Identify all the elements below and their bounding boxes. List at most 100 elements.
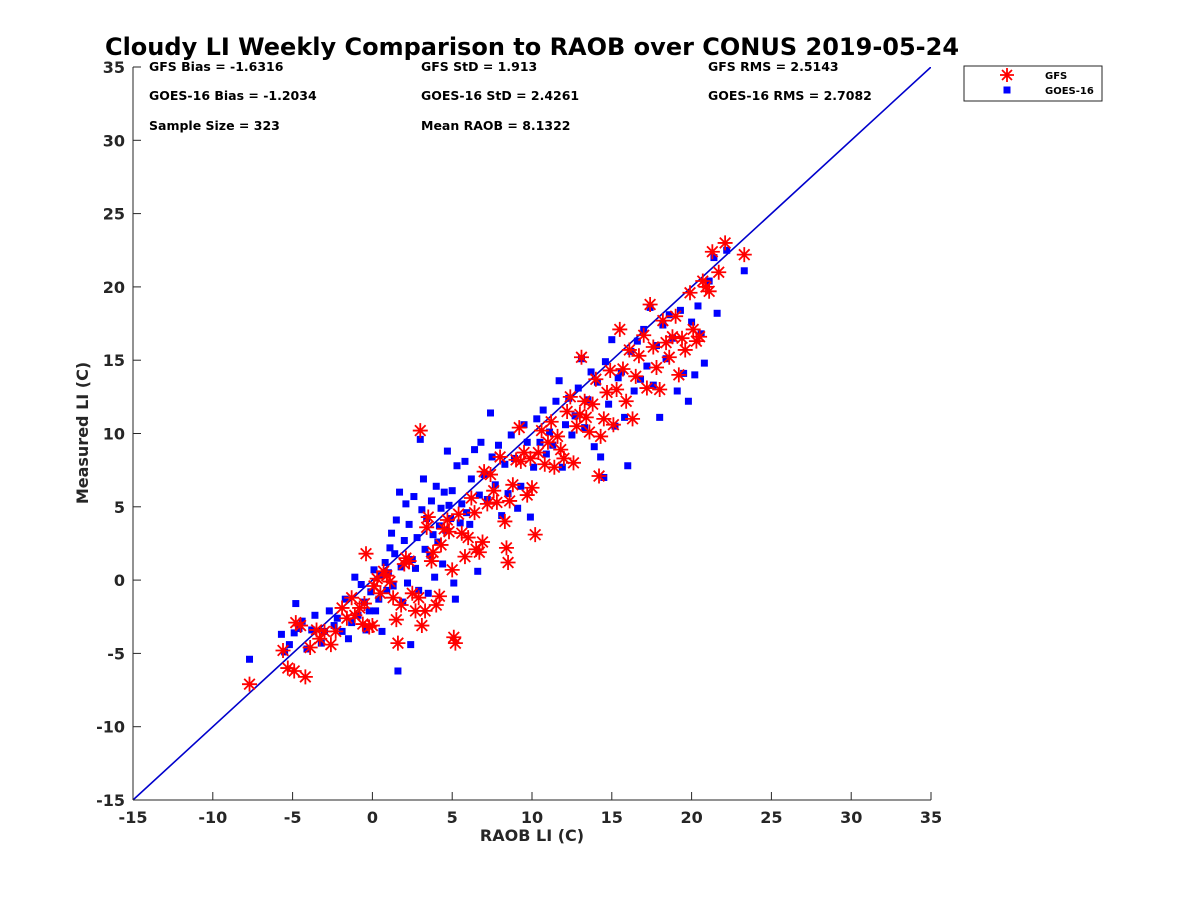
x-tick-label: -5 bbox=[284, 808, 302, 827]
goes16-point bbox=[411, 564, 419, 572]
goes16-point bbox=[461, 457, 469, 465]
goes16-point bbox=[290, 629, 298, 637]
gfs-point bbox=[475, 534, 491, 550]
goes16-point bbox=[474, 567, 482, 575]
goes16-point bbox=[285, 641, 293, 649]
gfs-point bbox=[642, 296, 658, 312]
goes16-point bbox=[710, 254, 718, 262]
gfs-point bbox=[428, 597, 444, 613]
gfs-point bbox=[695, 273, 711, 289]
gfs-point bbox=[309, 622, 325, 638]
legend-box bbox=[963, 65, 1103, 102]
goes16-point bbox=[665, 311, 673, 319]
goes16-point bbox=[507, 431, 515, 439]
stat-text: Sample Size = 323 bbox=[149, 118, 280, 133]
gfs-point bbox=[460, 530, 476, 546]
gfs-point bbox=[280, 660, 296, 676]
goes16-point bbox=[456, 519, 464, 527]
goes16-point bbox=[723, 246, 731, 254]
gfs-point bbox=[692, 329, 708, 345]
reference-line bbox=[133, 67, 931, 800]
gfs-point bbox=[578, 409, 594, 425]
axes: -15 -10 -5 0 5 10 15 20 25 30 35 -15 -10 -5 0 5 10 15 20 25… bbox=[96, 58, 942, 827]
gfs-point bbox=[317, 623, 333, 639]
goes16-point bbox=[713, 309, 721, 317]
gfs-point bbox=[685, 321, 701, 337]
gfs-point bbox=[615, 361, 631, 377]
goes16-point bbox=[740, 267, 748, 275]
goes16-point bbox=[424, 589, 432, 597]
gfs-point bbox=[361, 619, 377, 635]
x-tick-label: 35 bbox=[920, 808, 942, 827]
gfs-point bbox=[328, 623, 344, 639]
x-tick-label: 20 bbox=[680, 808, 702, 827]
gfs-point bbox=[454, 525, 470, 541]
goes16-point bbox=[673, 387, 681, 395]
gfs-point bbox=[425, 544, 441, 560]
gfs-point bbox=[242, 676, 258, 692]
x-tick-label: 10 bbox=[521, 808, 543, 827]
goes16-point bbox=[443, 447, 451, 455]
stat-text: GOES-16 RMS = 2.7082 bbox=[708, 88, 872, 103]
gfs-point bbox=[537, 456, 553, 472]
gfs-point bbox=[593, 428, 609, 444]
gfs-point bbox=[502, 493, 518, 509]
goes16-point bbox=[400, 537, 408, 545]
gfs-point bbox=[379, 568, 395, 584]
gfs-point bbox=[483, 467, 499, 483]
gfs-point bbox=[414, 618, 430, 634]
goes16-point bbox=[621, 413, 629, 421]
gfs-point bbox=[588, 371, 604, 387]
goes16-point bbox=[450, 579, 458, 587]
gfs-point bbox=[546, 459, 562, 475]
goes16-point bbox=[445, 501, 453, 509]
y-tick-label: 15 bbox=[103, 351, 125, 370]
gfs-point bbox=[451, 506, 467, 522]
gfs-point bbox=[288, 615, 304, 631]
stat-text: Mean RAOB = 8.1322 bbox=[421, 118, 570, 133]
gfs-point bbox=[572, 406, 588, 422]
goes16-point bbox=[487, 409, 495, 417]
stat-text: GOES-16 Bias = -1.2034 bbox=[149, 88, 317, 103]
goes16-point bbox=[410, 493, 418, 501]
gfs-point bbox=[585, 396, 601, 412]
goes16-point bbox=[463, 509, 471, 517]
goes16-point bbox=[605, 400, 613, 408]
goes16-point bbox=[298, 617, 306, 625]
goes16-point bbox=[451, 595, 459, 603]
gfs-point bbox=[682, 285, 698, 301]
gfs-point bbox=[401, 553, 417, 569]
gfs-point bbox=[505, 477, 521, 493]
legend-goes16-marker bbox=[1003, 86, 1011, 94]
goes16-point bbox=[330, 622, 338, 630]
goes16-point bbox=[367, 588, 375, 596]
gfs-point bbox=[411, 590, 427, 606]
goes16-point bbox=[680, 369, 688, 377]
goes16-point bbox=[590, 443, 598, 451]
chart-title: Cloudy LI Weekly Comparison to RAOB over… bbox=[105, 33, 959, 61]
goes16-point bbox=[394, 667, 402, 675]
goes16-point bbox=[614, 374, 622, 382]
goes16-point bbox=[448, 487, 456, 495]
goes16-point bbox=[691, 371, 699, 379]
gfs-point bbox=[358, 546, 374, 562]
gfs-point bbox=[492, 449, 508, 465]
y-tick-label: 30 bbox=[103, 131, 125, 150]
gfs-point bbox=[347, 607, 363, 623]
gfs-point bbox=[516, 445, 532, 461]
statistics-annotations: GFS Bias = -1.6316 GFS StD = 1.913 GFS RMS… bbox=[149, 59, 872, 133]
goes16-point bbox=[662, 355, 670, 363]
goes16-point bbox=[574, 384, 582, 392]
gfs-point bbox=[339, 610, 355, 626]
gfs-point bbox=[625, 411, 641, 427]
goes16-point bbox=[700, 359, 708, 367]
goes16-point bbox=[552, 397, 560, 405]
goes16-point bbox=[277, 630, 285, 638]
goes16-point bbox=[649, 381, 657, 389]
gfs-point bbox=[439, 512, 455, 528]
reference-line-group bbox=[133, 67, 931, 800]
gfs-point bbox=[471, 544, 487, 560]
goes16-point bbox=[491, 481, 499, 489]
gfs-point bbox=[562, 389, 578, 405]
